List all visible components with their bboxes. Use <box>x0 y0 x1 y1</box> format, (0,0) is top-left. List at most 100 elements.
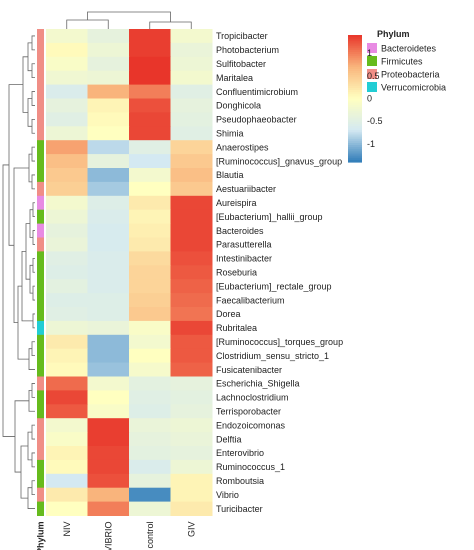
legend-swatch <box>367 69 377 79</box>
heatmap-cell <box>170 154 213 169</box>
heatmap-cell <box>87 376 130 391</box>
heatmap-cell <box>170 390 213 405</box>
heatmap-cell <box>46 112 88 127</box>
dendrogram-branch <box>22 56 28 113</box>
heatmap-cell <box>170 404 213 419</box>
heatmap-cell <box>129 42 171 58</box>
row-label: Faecalibacterium <box>216 295 285 305</box>
phylum-annotation-cell <box>37 181 44 197</box>
colorbar-segment <box>348 92 362 95</box>
colorbar-segment <box>348 66 362 70</box>
colorbar-segment <box>348 75 362 78</box>
row-label: Vibrio <box>216 490 239 500</box>
row-dendrogram <box>2 35 35 509</box>
colorbar-segment <box>348 37 362 40</box>
colorbar-tick-label: 0.5 <box>367 71 380 81</box>
colorbar-segment <box>348 39 362 42</box>
heatmap-cell <box>46 320 88 336</box>
row-label: Romboutsia <box>216 476 264 486</box>
row-labels: Tropicibacter Photobacterium Sulfitobacter… <box>216 31 343 514</box>
row-label: Clostridium_sensu_stricto_1 <box>216 351 329 361</box>
heatmap-cell <box>129 279 171 294</box>
heatmap-cell <box>87 168 130 183</box>
heatmap-cell <box>46 56 88 72</box>
phylum-annotation-cell <box>37 432 44 447</box>
heatmap-cell <box>170 334 213 350</box>
heatmap-cell <box>46 154 88 169</box>
heatmap-cell <box>87 251 130 266</box>
dendrogram-branch <box>8 84 23 246</box>
phylum-annotation-cell <box>37 223 44 238</box>
dendrogram-branch <box>29 209 33 238</box>
colorbar-segment <box>348 85 362 89</box>
row-label: Confluentimicrobium <box>216 87 298 97</box>
row-label: Ruminococcus_1 <box>216 462 285 472</box>
colorbar: 1 0.5 0 -0.5 -1 <box>348 35 383 163</box>
phylum-annotation-cell <box>37 307 44 322</box>
legend-swatch <box>367 43 377 53</box>
column-label: NIV <box>62 522 72 537</box>
heatmap-cell <box>129 56 171 72</box>
dendrogram-branch <box>31 146 35 162</box>
column-label: VIBRIO <box>103 522 113 550</box>
heatmap-cell <box>87 390 130 405</box>
heatmap-cell <box>129 112 171 127</box>
heatmap-cell <box>46 404 88 419</box>
heatmap-cell <box>46 265 88 280</box>
colorbar-segment <box>348 68 362 72</box>
heatmap-cell <box>46 98 88 113</box>
heatmap-cell <box>129 487 171 503</box>
phylum-annotation-cell <box>37 418 44 433</box>
row-label: Blautia <box>216 170 244 180</box>
dendrogram-branch <box>31 341 35 357</box>
row-label: [Ruminococcus]_gnavus_group <box>216 156 342 166</box>
heatmap-cell <box>170 501 213 516</box>
heatmap-cell <box>170 279 213 294</box>
phylum-annotation-cell <box>37 293 44 308</box>
heatmap-cell <box>87 195 130 211</box>
colorbar-segment <box>348 94 362 97</box>
heatmap-cell <box>46 223 88 238</box>
colorbar-segment <box>348 56 362 59</box>
dendrogram-branch <box>28 153 32 183</box>
colorbar-segment <box>348 147 362 150</box>
heatmap-cell <box>170 126 213 141</box>
colorbar-segment <box>348 138 362 142</box>
colorbar-segment <box>348 140 362 144</box>
heatmap-cell <box>46 432 88 447</box>
phylum-annotation-cell <box>37 126 44 141</box>
colorbar-segment <box>348 115 362 119</box>
colorbar-segment <box>348 64 362 68</box>
dendrogram-branch <box>32 230 35 245</box>
heatmap-cell <box>129 265 171 280</box>
phylum-annotation-cell <box>37 362 44 377</box>
heatmap-cell <box>46 487 88 503</box>
heatmap-cell <box>87 348 130 364</box>
row-label: Lachnoclostridium <box>216 393 289 403</box>
heatmap-cell <box>129 376 171 391</box>
heatmap-cell <box>129 223 171 238</box>
heatmap-cell <box>129 390 171 405</box>
column-labels: NIV VIBRIO control GIV <box>62 522 197 550</box>
heatmap-cell <box>87 404 130 419</box>
colorbar-segment <box>348 35 362 38</box>
heatmap-cell <box>170 84 213 99</box>
heatmap-cell <box>170 459 213 475</box>
heatmap-cell <box>46 209 88 225</box>
phylum-annotation-cell <box>37 70 44 86</box>
phylum-annotation-cell <box>37 195 44 211</box>
legend-entry-label: Verrucomicrobia <box>381 83 446 93</box>
heatmap-cell <box>46 70 88 86</box>
legend-title: Phylum <box>377 29 410 39</box>
heatmap-cell <box>170 223 213 238</box>
heatmap-cell <box>170 307 213 322</box>
dendrogram-branch <box>31 383 35 398</box>
heatmap-cell <box>87 112 130 127</box>
phylum-annotation-cell <box>37 140 44 155</box>
colorbar-segment <box>348 58 362 61</box>
colorbar-segment <box>348 153 362 157</box>
colorbar-segment <box>348 123 362 127</box>
heatmap-cells <box>46 29 213 516</box>
heatmap-cell <box>46 473 88 489</box>
heatmap-cell <box>170 320 213 336</box>
